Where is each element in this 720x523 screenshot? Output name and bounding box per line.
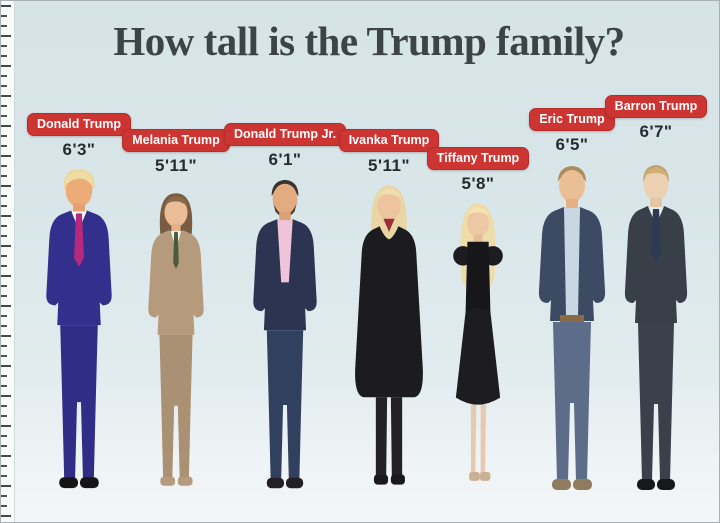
name-badge: Eric Trump	[529, 107, 615, 131]
ruler-big-ticks	[1, 5, 11, 522]
height-label: 6'5"	[555, 135, 589, 154]
measurement-ruler-icon	[1, 1, 15, 522]
name-badge: Donald Trump	[26, 112, 132, 136]
figure-barron-trump	[624, 165, 688, 490]
person-eric-trump: Eric Trump 6'5"	[507, 107, 637, 496]
name-badge: Barron Trump	[604, 94, 708, 118]
person-barron-trump: Barron Trump 6'7"	[591, 94, 720, 496]
height-label: 6'7"	[639, 122, 673, 141]
height-label: 5'8"	[461, 174, 495, 193]
height-label: 6'3"	[62, 140, 96, 159]
person-donald-trump-jr: Donald Trump Jr. 6'1"	[220, 122, 350, 496]
name-badge: Ivanka Trump	[338, 128, 440, 152]
height-label: 6'1"	[268, 150, 302, 169]
figure-melania-trump	[148, 193, 204, 486]
figure-tiffany-trump	[453, 203, 503, 481]
figure-eric-trump	[538, 166, 606, 490]
person-tiffany-trump: Tiffany Trump 5'8"	[413, 146, 543, 496]
name-badge: Donald Trump Jr.	[223, 122, 347, 146]
name-badge: Tiffany Trump	[426, 146, 530, 170]
height-label: 5'11"	[367, 156, 411, 175]
figure-ivanka-trump	[355, 185, 423, 485]
name-badge: Melania Trump	[122, 128, 230, 152]
person-ivanka-trump: Ivanka Trump 5'11"	[324, 128, 454, 496]
person-melania-trump: Melania Trump 5'11"	[111, 128, 241, 496]
figure-donald-trump-jr	[253, 179, 317, 489]
person-donald-trump: Donald Trump 6'3"	[14, 112, 144, 496]
page-title: How tall is the Trump family?	[113, 18, 625, 64]
figure-donald-trump	[46, 168, 112, 489]
height-label: 5'11"	[154, 156, 198, 175]
